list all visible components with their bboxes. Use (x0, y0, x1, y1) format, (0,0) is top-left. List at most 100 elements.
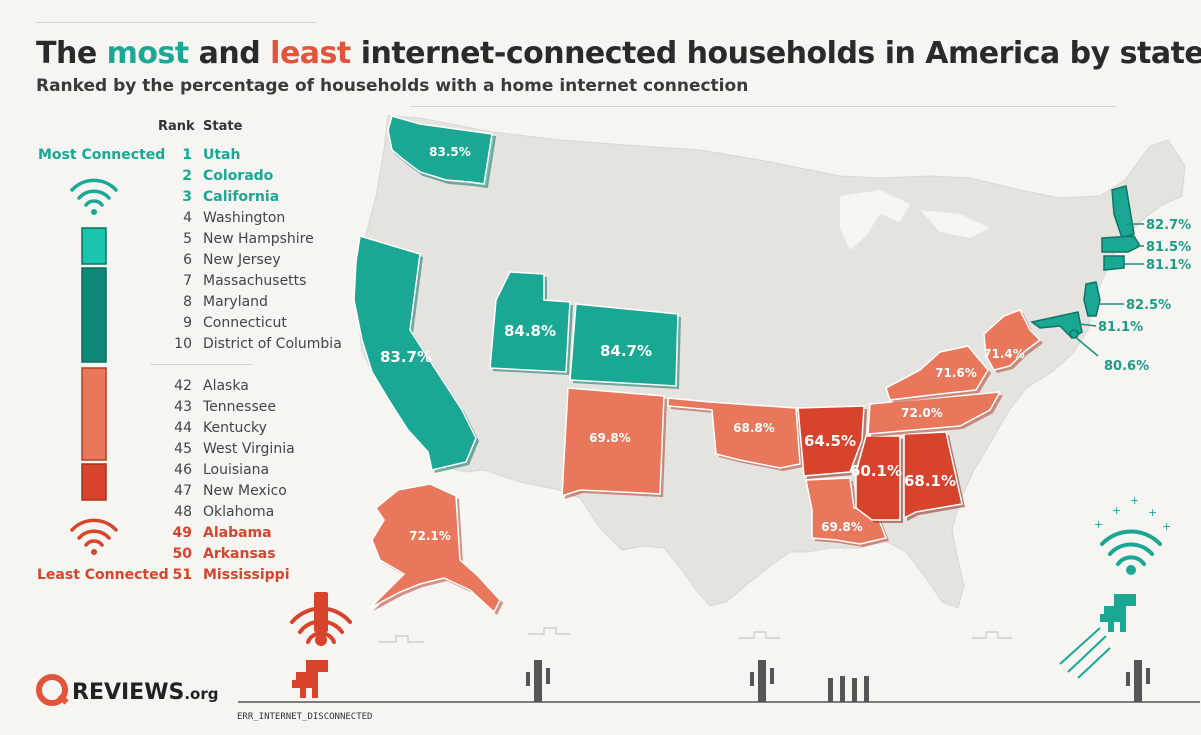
title-most: most (106, 36, 190, 71)
value-west-virginia: 71.4% (983, 347, 1025, 361)
list-item: 44 Kentucky (150, 420, 380, 440)
value-kentucky: 71.6% (935, 366, 977, 380)
state-name: Connecticut (203, 315, 287, 331)
brand-logo[interactable]: REVIEWS.org (72, 680, 218, 705)
rank-number: 1 (182, 147, 192, 163)
value-district-of-columbia: 80.6% (1104, 359, 1149, 374)
rank-number: 43 (174, 399, 192, 415)
state-name: Louisiana (203, 462, 270, 478)
list-item: 50 Arkansas (150, 546, 380, 566)
dino-left-icon (292, 660, 328, 698)
great-lakes (840, 190, 990, 250)
state-name: Alaska (203, 378, 249, 394)
rank-number: 42 (174, 378, 192, 394)
svg-text:+: + (1112, 504, 1121, 517)
list-item: 4 Washington (150, 210, 380, 230)
rank-number: 46 (174, 462, 192, 478)
title-part3: internet-connected households in America… (350, 36, 1201, 71)
state-name: Colorado (203, 168, 274, 184)
svg-text:+: + (1162, 520, 1171, 533)
state-alaska (369, 483, 501, 614)
state-name: Kentucky (203, 420, 267, 436)
rank-number: 8 (183, 294, 192, 310)
brand-suffix: .org (184, 685, 219, 703)
dino-right-icon (1100, 594, 1136, 632)
list-item: 10 District of Columbia (150, 336, 380, 356)
value-new-jersey: 82.5% (1126, 298, 1171, 313)
list-item: 8 Maryland (150, 294, 380, 314)
title-part1: The (36, 36, 107, 71)
list-item: 47 New Mexico (150, 483, 380, 503)
list-item: 45 West Virginia (150, 441, 380, 461)
northeast-leader-lines (1073, 223, 1144, 357)
state-name: Alabama (203, 525, 272, 541)
legend-bar-top1 (81, 227, 107, 265)
value-new-hampshire: 82.7% (1146, 218, 1191, 233)
svg-text:+: + (1130, 494, 1139, 507)
state-connecticut (1103, 255, 1125, 271)
rank-number: 5 (183, 231, 192, 247)
state-name: West Virginia (203, 441, 295, 457)
brand-name: REVIEWS (72, 680, 185, 705)
state-louisiana (805, 477, 888, 545)
value-arkansas: 64.5% (804, 432, 856, 450)
rank-number: 47 (174, 483, 192, 499)
us-base-silhouette (355, 115, 1186, 609)
state-arkansas (797, 405, 865, 477)
state-tennessee (867, 391, 1002, 435)
rank-number: 51 (172, 567, 192, 583)
list-item: 1 Utah (150, 147, 380, 167)
list-item: 43 Tennessee (150, 399, 380, 419)
state-district-of-columbia (1069, 329, 1079, 339)
list-item: 7 Massachusetts (150, 273, 380, 293)
state-name: Massachusetts (203, 273, 307, 289)
state-name: California (203, 189, 280, 205)
state-california (353, 235, 477, 471)
legend-bar-bottom2 (81, 463, 107, 501)
value-utah: 84.8% (504, 322, 556, 340)
list-item: 9 Connecticut (150, 315, 380, 335)
state-name: District of Columbia (203, 336, 342, 352)
most-connected-label: Most Connected (38, 147, 166, 163)
list-item: 42 Alaska (150, 378, 380, 398)
state-washington-fill (387, 115, 493, 185)
top-rule (36, 22, 316, 23)
state-massachusetts (1101, 235, 1142, 253)
state-name: New Hampshire (203, 231, 314, 247)
rank-number: 44 (174, 420, 192, 436)
rank-number: 45 (174, 441, 192, 457)
leader-district-of-columbia (1073, 335, 1099, 357)
sparkle-icon: + + + + + (1094, 494, 1171, 533)
state-name: Maryland (203, 294, 268, 310)
state-new-hampshire (1111, 185, 1135, 239)
value-new-mexico: 69.8% (589, 431, 631, 445)
state-name: Washington (203, 210, 286, 226)
value-alaska: 72.1% (409, 529, 451, 543)
cactus-icons (526, 660, 1150, 702)
rank-number: 2 (182, 168, 192, 184)
rank-number: 50 (172, 546, 192, 562)
rank-number: 7 (183, 273, 192, 289)
value-maryland: 81.1% (1098, 320, 1143, 335)
title-part2: and (188, 36, 271, 71)
list-divider (150, 364, 252, 365)
list-item: 46 Louisiana (150, 462, 380, 482)
list-item: 3 California (150, 189, 380, 209)
rank-number: 10 (174, 336, 192, 352)
page-subtitle: Ranked by the percentage of households w… (36, 76, 749, 96)
legend-bar-top2 (81, 267, 107, 363)
value-california: 83.7% (380, 348, 432, 366)
rank-number: 3 (182, 189, 192, 205)
subtitle-rule (410, 106, 1116, 107)
state-name: New Jersey (203, 252, 281, 268)
list-item: 48 Oklahoma (150, 504, 380, 524)
wifi-off-icon (70, 518, 118, 555)
state-new-jersey (1083, 281, 1101, 317)
rank-number: 6 (183, 252, 192, 268)
state-utah (489, 271, 571, 373)
value-tennessee: 72.0% (901, 406, 943, 420)
value-massachusetts: 81.5% (1146, 240, 1191, 255)
value-connecticut: 81.1% (1146, 258, 1191, 273)
value-oklahoma: 68.8% (733, 421, 775, 435)
